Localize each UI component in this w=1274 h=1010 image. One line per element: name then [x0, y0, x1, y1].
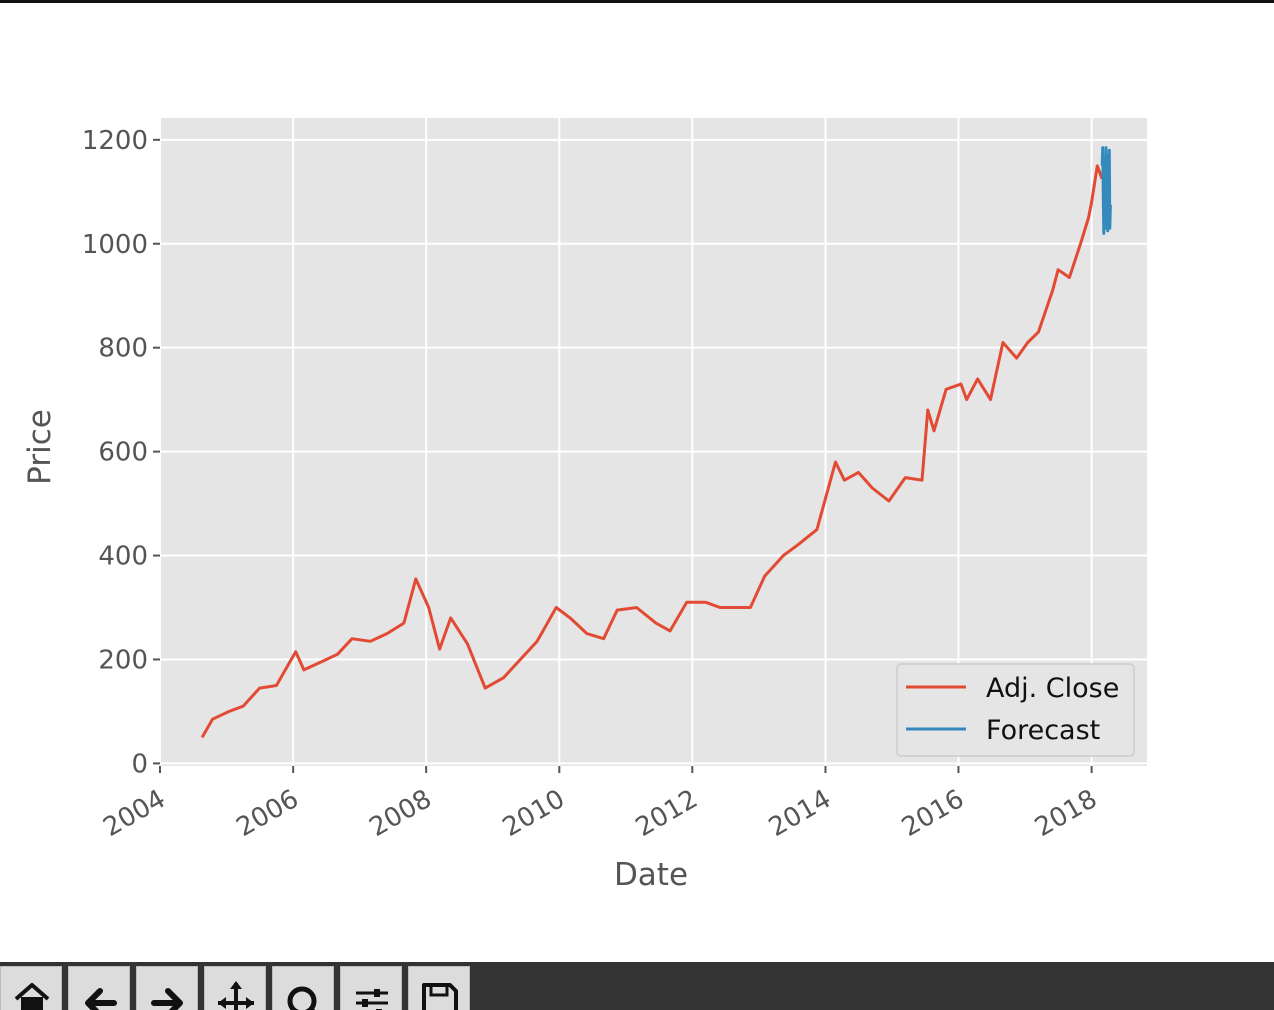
x-tick-label: 2006	[232, 784, 304, 843]
forward-arrow-icon	[151, 988, 183, 1010]
configure-subplots-icon	[356, 989, 388, 1010]
x-tick-label: 2008	[365, 784, 437, 843]
series-layer	[200, 146, 1112, 739]
y-tick-label: 800	[98, 334, 148, 364]
legend-label-adj-close: Adj. Close	[986, 673, 1119, 704]
save-button[interactable]	[408, 966, 470, 1010]
window-top-border	[0, 0, 1274, 3]
pan-icon	[218, 981, 254, 1010]
back-arrow-icon	[85, 988, 117, 1010]
forward-button[interactable]	[136, 966, 198, 1010]
x-tick-label: 2016	[897, 784, 969, 843]
configure-subplots-button[interactable]	[340, 966, 402, 1010]
legend: Adj. Close Forecast	[896, 663, 1135, 757]
back-button[interactable]	[68, 966, 130, 1010]
x-tick-label: 2018	[1030, 784, 1102, 843]
home-icon	[14, 983, 50, 1010]
y-tick-label: 0	[131, 749, 148, 779]
legend-label-forecast: Forecast	[986, 715, 1100, 746]
x-tick-label: 2014	[764, 784, 836, 843]
x-axis: 2004 2006 2008 2010 2012 2014 2016 2018	[98, 766, 1102, 843]
y-tick-label: 400	[98, 542, 148, 572]
x-tick-label: 2010	[498, 784, 570, 843]
line-chart: 2004 2006 2008 2010 2012 2014 2016 2018 0 200 400…	[22, 118, 1147, 893]
y-tick-label: 1000	[82, 230, 148, 260]
zoom-icon	[287, 986, 317, 1010]
y-axis: 0 200 400 600 800 1000 1200	[82, 126, 160, 779]
series-line-adj-close	[200, 164, 1104, 739]
x-axis-label: Date	[614, 857, 688, 893]
y-tick-label: 600	[98, 438, 148, 468]
home-button[interactable]	[0, 966, 62, 1010]
y-tick-label: 200	[98, 645, 148, 675]
save-icon	[422, 983, 458, 1010]
zoom-button[interactable]	[272, 966, 334, 1010]
y-tick-label: 1200	[82, 126, 148, 156]
plot-area	[160, 118, 1147, 766]
y-axis-label: Price	[22, 409, 58, 485]
x-tick-label: 2004	[98, 784, 170, 843]
series-line-forecast	[1100, 146, 1112, 235]
navigation-toolbar	[0, 962, 1274, 1010]
pan-button[interactable]	[204, 966, 266, 1010]
x-tick-label: 2012	[631, 784, 703, 843]
